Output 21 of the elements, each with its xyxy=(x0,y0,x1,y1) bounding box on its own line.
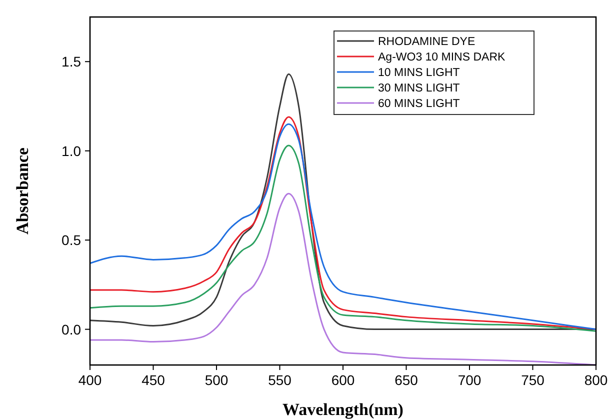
x-tick-label: 800 xyxy=(584,372,608,388)
line-series xyxy=(90,192,596,366)
x-tick-label: 500 xyxy=(204,372,228,388)
x-tick-label: 450 xyxy=(142,372,166,388)
y-tick-label: 0.5 xyxy=(62,232,82,248)
x-tick-label: 700 xyxy=(458,372,482,388)
y-tick-label: 1.0 xyxy=(62,142,82,159)
y-tick-label: 0.0 xyxy=(62,321,82,338)
x-axis-title: Wavelength(nm) xyxy=(282,400,404,419)
legend-label: RHODAMINE DYE xyxy=(378,36,476,48)
legend-label: 60 MINS LIGHT xyxy=(378,98,460,110)
x-tick-label: 600 xyxy=(331,372,355,388)
x-tick-label: 550 xyxy=(268,372,292,388)
y-axis-title: Absorbance xyxy=(13,147,32,234)
legend-label: 10 MINS LIGHT xyxy=(378,67,460,79)
legend-label: Ag-WO3 10 MINS DARK xyxy=(378,52,506,64)
y-tick-label: 1.5 xyxy=(62,54,82,70)
x-tick-label: 750 xyxy=(521,372,545,388)
x-tick-label: 400 xyxy=(78,372,102,388)
legend-label: 30 MINS LIGHT xyxy=(378,82,460,94)
x-tick-label: 650 xyxy=(394,372,418,388)
